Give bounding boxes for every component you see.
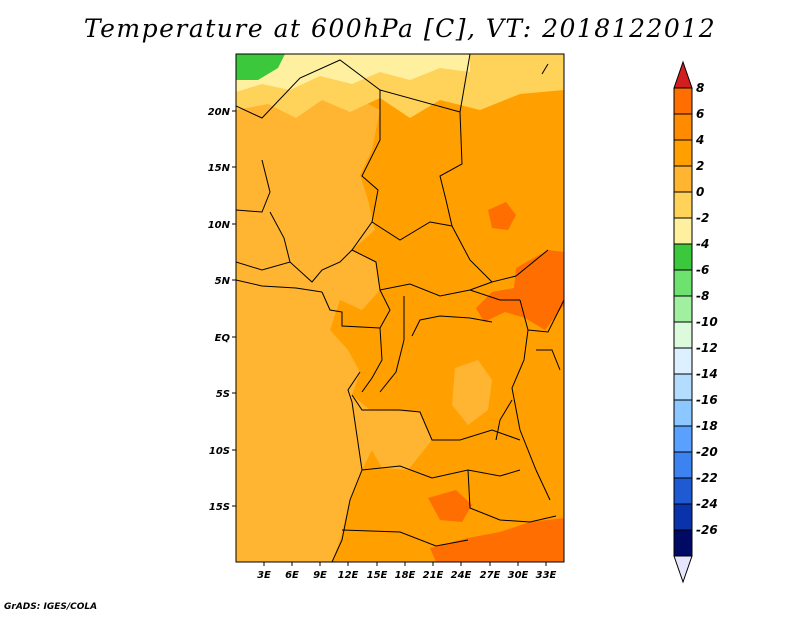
colorbar-swatch — [673, 113, 693, 141]
lat-label-10n: 10N — [208, 220, 231, 231]
colorbar-label: -10 — [696, 315, 718, 329]
lon-label-33e: 33E — [536, 570, 557, 581]
lon-label-30e: 30E — [508, 570, 529, 581]
lat-label-eq: EQ — [215, 333, 231, 344]
colorbar-label: -26 — [696, 523, 718, 537]
lon-label-27e: 27E — [480, 570, 501, 581]
colorbar-label: -16 — [696, 393, 718, 407]
colorbar-swatch — [673, 295, 693, 323]
colorbar-label: -4 — [696, 237, 709, 251]
colorbar-swatch — [673, 321, 693, 349]
colorbar-label: -2 — [696, 211, 709, 225]
colorbar-label: -6 — [696, 263, 709, 277]
field-warm-sudan — [488, 202, 516, 230]
field-blob-east — [452, 360, 492, 425]
lat-axis: 20N 15N 10N 5N EQ 5S 10S 15S — [208, 107, 236, 513]
lon-label-12e: 12E — [338, 570, 359, 581]
field-green-patch — [236, 54, 285, 80]
colorbar-label: 0 — [696, 185, 704, 199]
field-warm-east — [476, 250, 564, 330]
map-frame — [235, 53, 565, 563]
lon-label-21e: 21E — [423, 570, 444, 581]
colorbar-top-arrow — [673, 60, 693, 89]
lat-label-15s: 15S — [209, 502, 230, 513]
lat-label-10s: 10S — [209, 446, 230, 457]
colorbar-swatch — [673, 451, 693, 479]
field-blob-cameroon — [320, 250, 380, 310]
colorbar-swatch — [673, 269, 693, 297]
lon-axis: 3E 6E 9E 12E 15E 18E 21E 24E 27E 30E 33E — [257, 562, 557, 581]
colorbar-label: -14 — [696, 367, 718, 381]
colorbar-swatch — [673, 139, 693, 167]
field-blob-south — [362, 410, 432, 470]
colorbar-bottom-arrow — [673, 555, 693, 584]
lat-label-20n: 20N — [208, 107, 231, 118]
lon-label-18e: 18E — [395, 570, 416, 581]
colorbar-swatch — [673, 529, 693, 557]
colorbar-label: -18 — [696, 419, 718, 433]
colorbar-swatch — [673, 217, 693, 245]
colorbar-swatch — [673, 165, 693, 193]
colorbar-label: -12 — [696, 341, 718, 355]
colorbar-swatch — [673, 243, 693, 271]
colorbar-label: -8 — [696, 289, 709, 303]
lon-label-24e: 24E — [451, 570, 472, 581]
lon-label-3e: 3E — [257, 570, 271, 581]
colorbar-label: -22 — [696, 471, 718, 485]
colorbar-swatch — [673, 373, 693, 401]
colorbar-label: 6 — [696, 107, 704, 121]
map-title: Temperature at 600hPa [C], VT: 201812201… — [83, 14, 717, 43]
colorbar-label: 8 — [696, 81, 704, 95]
lat-label-5n: 5N — [215, 276, 231, 287]
field-north-minus4to2 — [236, 54, 470, 92]
colorbar-label: 4 — [695, 133, 704, 147]
colorbar-label: -24 — [696, 497, 718, 511]
colorbar-swatch — [673, 191, 693, 219]
field-warm-angola — [428, 490, 472, 522]
colorbar-label: -20 — [696, 445, 718, 459]
lon-label-6e: 6E — [285, 570, 299, 581]
colorbar-swatch — [673, 399, 693, 427]
colorbar: 8 6 4 2 0 -2 -4 -6 -8 -10 -12 -14 -16 -18 -20 -22 -24 -26 — [673, 60, 718, 584]
temperature-field — [236, 54, 564, 562]
colorbar-swatch — [673, 347, 693, 375]
grads-credit: GrADS: IGES/COLA — [4, 602, 98, 612]
country-borders — [236, 54, 564, 562]
colorbar-swatch — [673, 503, 693, 531]
colorbar-label: 2 — [696, 159, 704, 173]
colorbar-swatch — [673, 87, 693, 115]
field-warm-south — [430, 518, 564, 562]
field-west-0to2 — [236, 70, 382, 562]
lat-label-5s: 5S — [216, 389, 230, 400]
lon-label-9e: 9E — [313, 570, 327, 581]
lon-label-15e: 15E — [367, 570, 388, 581]
colorbar-swatch — [673, 477, 693, 505]
colorbar-swatch — [673, 425, 693, 453]
lat-label-15n: 15N — [208, 163, 231, 174]
